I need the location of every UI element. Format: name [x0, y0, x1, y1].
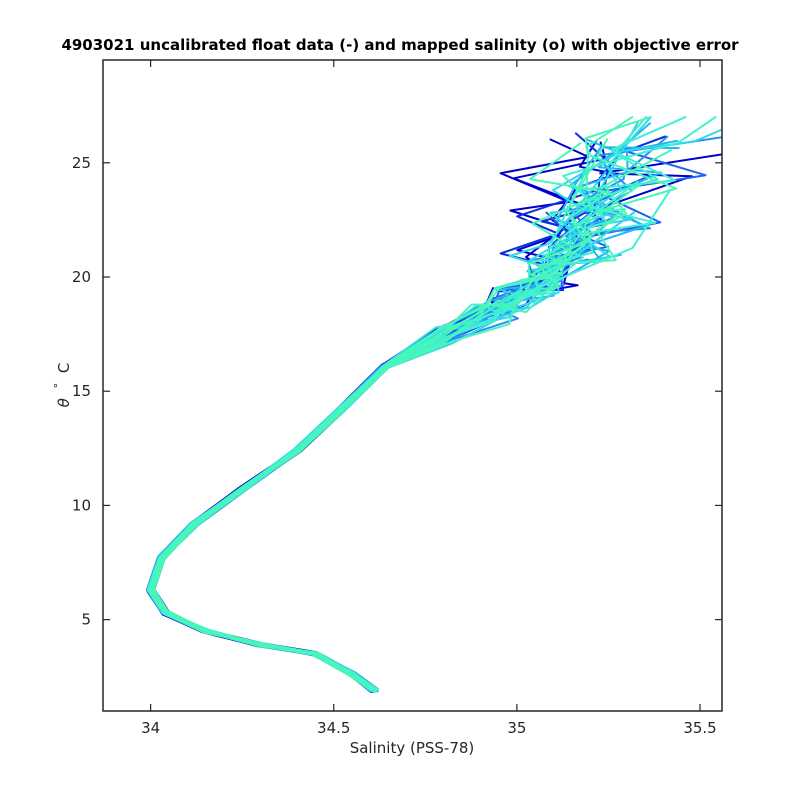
chart-title: 4903021 uncalibrated float data (-) and …	[61, 36, 739, 54]
y-axis-label: θ ° C	[48, 363, 73, 408]
profile-lines	[146, 116, 722, 694]
x-axis: 34 34.5 35 35.5	[141, 60, 717, 737]
x-tick-label: 34	[141, 719, 160, 737]
y-tick-label: 15	[72, 382, 91, 400]
y-axis-label-degree: °	[52, 383, 65, 389]
y-tick-label: 10	[72, 496, 91, 514]
y-tick-label: 25	[72, 154, 91, 172]
y-tick-label: 20	[72, 268, 91, 286]
y-axis: 5 10 15 20 25	[72, 154, 722, 629]
svg-text:θ ° C: θ ° C	[48, 363, 73, 408]
x-axis-label: Salinity (PSS-78)	[350, 739, 475, 757]
profile-line	[148, 116, 652, 691]
y-axis-label-unit: C	[55, 363, 73, 373]
x-tick-label: 35.5	[683, 719, 716, 737]
y-tick-label: 5	[81, 611, 91, 629]
x-tick-label: 35	[507, 719, 526, 737]
x-tick-label: 34.5	[317, 719, 350, 737]
y-axis-label-symbol: θ	[55, 398, 73, 407]
plot-frame	[102, 59, 723, 712]
